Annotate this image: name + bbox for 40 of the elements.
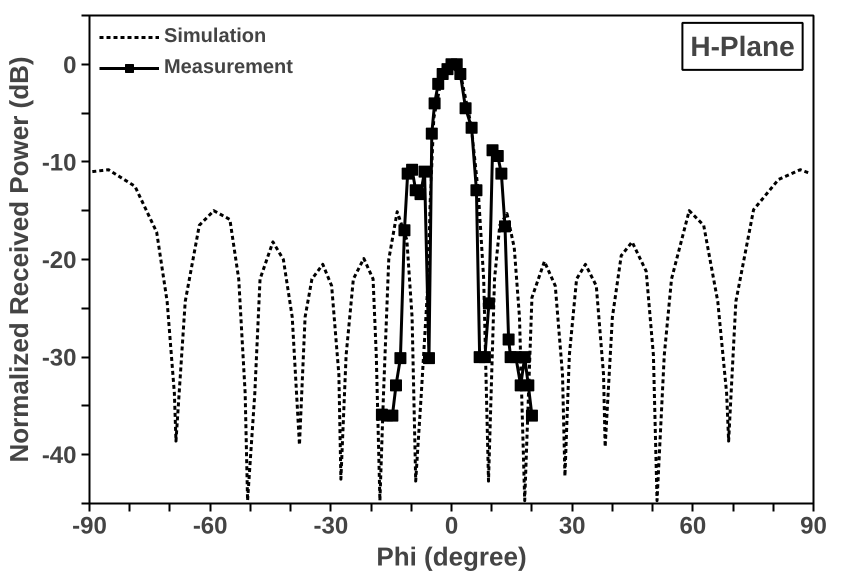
point xyxy=(428,97,441,110)
point xyxy=(502,334,515,346)
y-axis-title: Normalized Received Power (dB) xyxy=(4,56,34,462)
x-tick-label: 0 xyxy=(444,512,458,540)
point xyxy=(390,379,402,392)
x-tick-label: 90 xyxy=(800,512,827,540)
point xyxy=(478,351,491,364)
x-tick-label: -60 xyxy=(192,512,228,540)
point xyxy=(495,168,508,180)
legend-label: Simulation xyxy=(164,25,266,48)
x-tick-label: 30 xyxy=(558,512,586,540)
y-tick-label: -40 xyxy=(42,442,76,470)
y-tick-label: -10 xyxy=(42,149,76,176)
y-tick-label: 0 xyxy=(63,52,77,79)
point xyxy=(470,184,482,196)
legend-label: Measurement xyxy=(164,56,293,79)
x-tick-label: -30 xyxy=(313,512,348,540)
point xyxy=(526,410,538,422)
x-tick-label: 60 xyxy=(679,512,706,540)
y-tick-label: -30 xyxy=(42,344,76,372)
point xyxy=(482,297,495,310)
point xyxy=(432,78,444,90)
x-tick-label: -90 xyxy=(72,512,107,540)
y-tick-label: -20 xyxy=(42,247,76,274)
point xyxy=(398,224,410,236)
point xyxy=(518,351,531,364)
point xyxy=(454,68,466,80)
point xyxy=(460,102,472,114)
point xyxy=(422,352,435,364)
point xyxy=(386,410,398,422)
point xyxy=(418,166,431,178)
point xyxy=(414,188,427,200)
point xyxy=(522,379,534,392)
annotation: H-Plane xyxy=(690,30,795,62)
point xyxy=(426,128,438,140)
point xyxy=(498,220,511,232)
point xyxy=(406,164,418,176)
point xyxy=(394,352,406,364)
x-axis-title: Phi (degree) xyxy=(376,542,527,572)
point xyxy=(466,122,478,134)
